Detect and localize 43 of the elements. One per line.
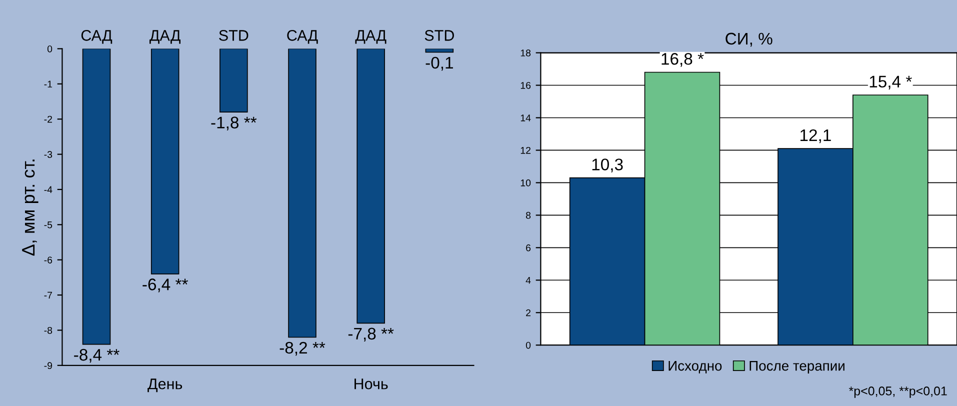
- data-label: -0,1: [426, 56, 453, 71]
- y-tick-label: -8: [44, 326, 52, 334]
- y-tick-label: -1: [44, 80, 52, 88]
- text: День: [148, 378, 182, 392]
- y-tick-label: 10: [520, 179, 531, 186]
- data-label: -7,8 **: [348, 328, 394, 342]
- text: *p<0,05, **p<0,01: [848, 386, 947, 398]
- y-tick-label: -4: [44, 186, 52, 193]
- y-tick-label: 18: [520, 50, 531, 56]
- y-axis-title: Δ, мм рт. ст.: [22, 160, 38, 256]
- y-tick-label: -7: [44, 292, 52, 299]
- x-tick-label: САД: [287, 30, 318, 44]
- data-label: 15,4 *: [870, 76, 912, 90]
- data-label: -8,4 **: [74, 348, 120, 363]
- data-label: -1,8 **: [211, 116, 257, 130]
- y-tick-label: -3: [44, 151, 52, 158]
- y-tick-label: -2: [44, 116, 52, 123]
- data-label: -6,4 **: [142, 278, 188, 292]
- data-label: 12,1: [800, 129, 831, 144]
- x-tick-label: ДАД: [355, 30, 386, 44]
- y-tick-label: 12: [520, 146, 530, 154]
- data-label: 16,8 *: [662, 53, 704, 67]
- legend-label: После терапии: [750, 361, 844, 374]
- y-tick-label: -9: [44, 362, 52, 370]
- y-tick-label: 6: [526, 244, 531, 252]
- y-tick-label: -5: [44, 221, 52, 228]
- y-tick-label: 8: [526, 212, 531, 219]
- legend-label: Исходно: [668, 361, 722, 374]
- x-tick-label: STD: [424, 30, 454, 41]
- chart-title: СИ, %: [726, 32, 772, 47]
- y-tick-label: 14: [520, 114, 531, 122]
- y-tick-label: 0: [526, 342, 531, 349]
- text: Ночь: [354, 378, 388, 390]
- y-tick-label: 0: [47, 45, 52, 52]
- x-tick-label: ДАД: [149, 30, 180, 44]
- y-tick-label: 2: [526, 309, 530, 316]
- x-tick-label: STD: [219, 30, 248, 41]
- y-tick-label: 16: [520, 82, 531, 89]
- data-label: -8,2 **: [280, 342, 326, 356]
- x-tick-label: САД: [81, 30, 112, 44]
- y-tick-label: 4: [526, 276, 531, 284]
- data-label: 10,3: [592, 158, 623, 172]
- y-tick-label: -6: [44, 256, 52, 264]
